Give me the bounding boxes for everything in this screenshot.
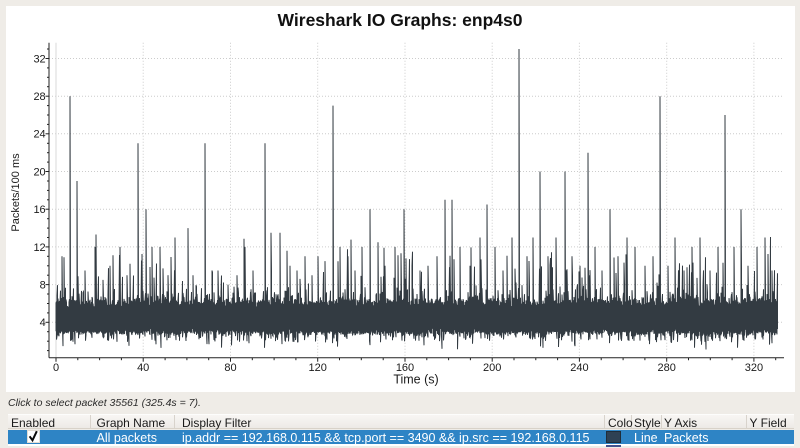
svg-text:Packets/100 ms: Packets/100 ms <box>10 153 22 232</box>
svg-text:320: 320 <box>745 362 763 374</box>
svg-text:80: 80 <box>224 362 236 374</box>
svg-text:28: 28 <box>33 91 45 103</box>
svg-text:40: 40 <box>137 362 149 374</box>
svg-text:4: 4 <box>40 317 46 329</box>
svg-text:0: 0 <box>53 362 59 374</box>
svg-text:120: 120 <box>309 362 327 374</box>
svg-text:12: 12 <box>33 242 45 254</box>
svg-text:20: 20 <box>33 166 45 178</box>
svg-text:32: 32 <box>33 53 45 65</box>
svg-text:200: 200 <box>483 362 501 374</box>
svg-text:8: 8 <box>40 280 46 292</box>
svg-text:16: 16 <box>33 204 45 216</box>
svg-text:24: 24 <box>33 129 45 141</box>
svg-text:280: 280 <box>658 362 676 374</box>
svg-text:240: 240 <box>570 362 588 374</box>
svg-text:Time (s): Time (s) <box>393 373 438 387</box>
svg-text:160: 160 <box>396 362 414 374</box>
